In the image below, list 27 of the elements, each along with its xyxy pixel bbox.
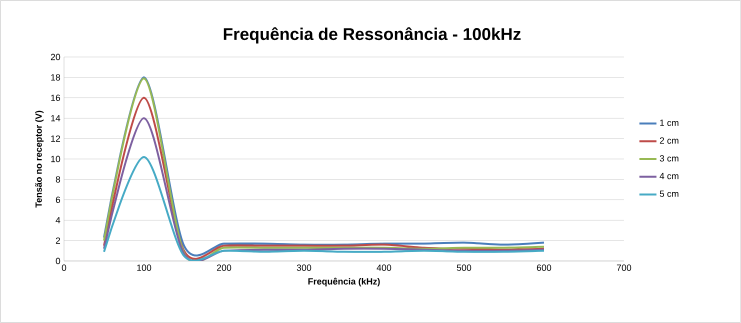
y-tick-label: 6	[56, 196, 60, 203]
legend-label: 3 cm	[660, 155, 678, 162]
x-tick-label: 0	[62, 264, 66, 271]
x-tick-label: 300	[296, 264, 312, 271]
x-axis-title: Frequência (kHz)	[308, 278, 380, 286]
y-tick-label: 10	[51, 156, 60, 162]
x-tick-label: 600	[536, 264, 552, 271]
legend-label: 2 cm	[660, 137, 678, 144]
x-tick-label: 500	[456, 264, 472, 271]
x-tick-label: 400	[376, 264, 392, 271]
y-tick-label: 0	[56, 258, 60, 264]
y-tick-label: 4	[56, 217, 60, 224]
y-axis-title: Tensão no receptor (V)	[35, 110, 44, 208]
x-tick-label: 700	[616, 264, 632, 271]
y-tick-label: 12	[51, 135, 60, 142]
y-tick-label: 18	[51, 74, 60, 81]
y-tick-label: 16	[51, 94, 60, 101]
legend-label: 4 cm	[660, 172, 678, 180]
y-tick-label: 20	[50, 54, 60, 60]
y-tick-label: 14	[51, 115, 60, 122]
y-tick-label: 8	[56, 176, 60, 183]
legend-label: 5 cm	[660, 190, 678, 197]
y-tick-label: 2	[56, 237, 60, 244]
chart-title: Frequência de Ressonância - 100kHz	[224, 27, 521, 44]
legend-label: 1 cm	[660, 120, 678, 126]
x-tick-label: 200	[216, 264, 232, 271]
x-tick-label: 100	[137, 264, 152, 271]
